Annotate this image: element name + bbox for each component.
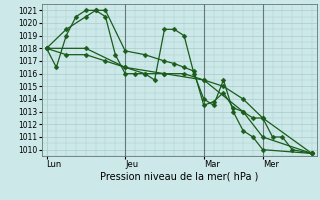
X-axis label: Pression niveau de la mer( hPa ): Pression niveau de la mer( hPa )	[100, 172, 258, 182]
